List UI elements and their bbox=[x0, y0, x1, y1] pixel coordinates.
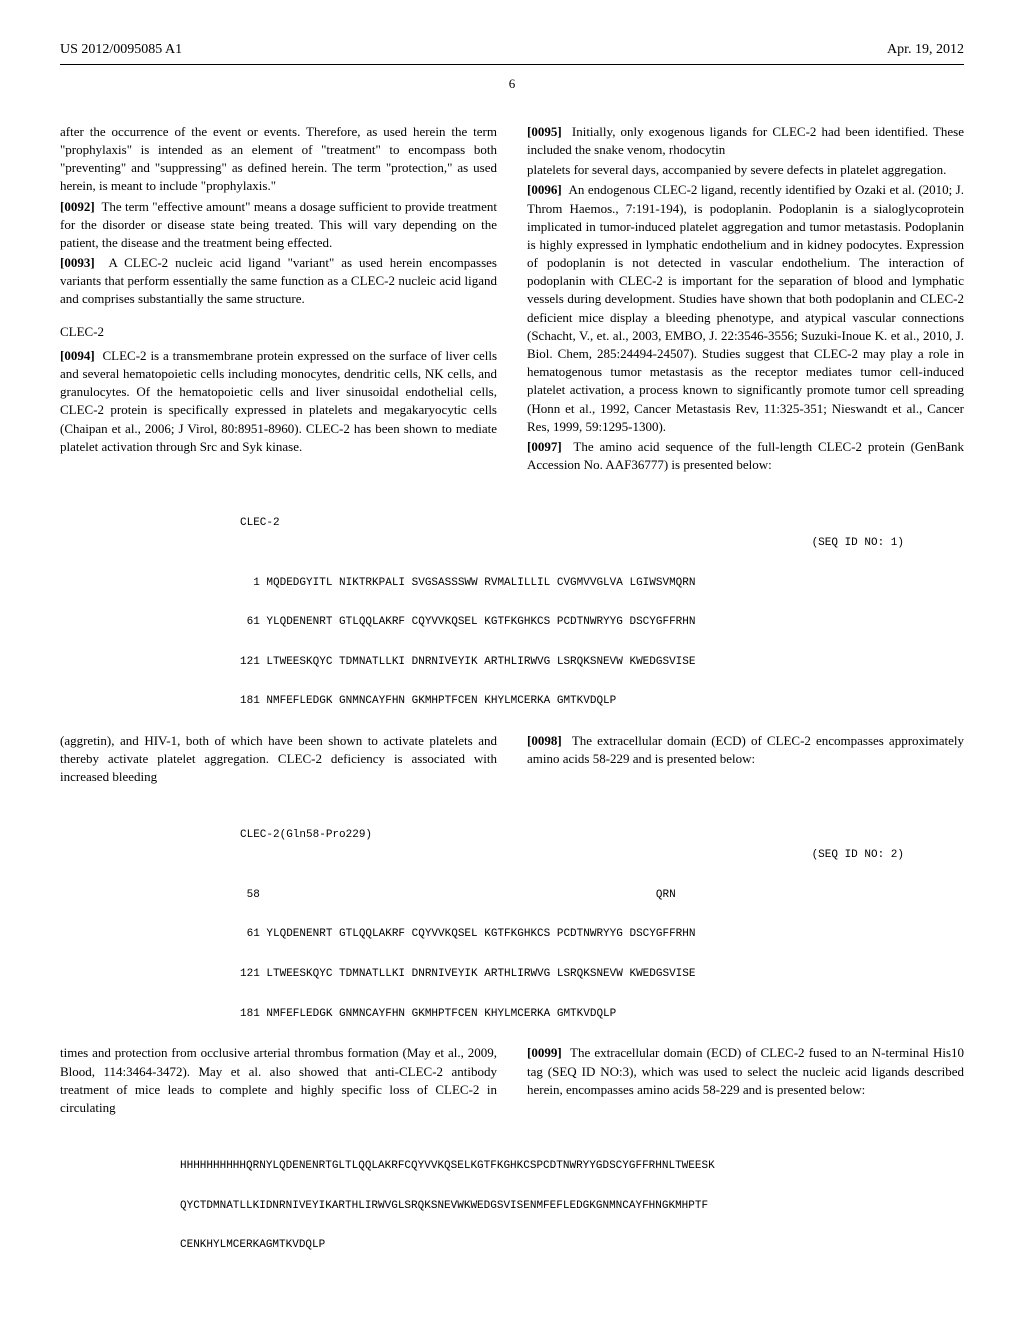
para-num-0093: [0093] bbox=[60, 255, 95, 270]
para-num-0097: [0097] bbox=[527, 439, 562, 454]
para-0092: [0092] The term "effective amount" means… bbox=[60, 198, 497, 253]
seq1-title: CLEC-2 bbox=[240, 517, 280, 529]
page-header: US 2012/0095085 A1 Apr. 19, 2012 bbox=[60, 40, 964, 65]
seq1-line-0: 1 MQDEDGYITL NIKTRKPALI SVGSASSSWW RVMAL… bbox=[240, 577, 695, 589]
seq2-id: (SEQ ID NO: 2) bbox=[240, 846, 964, 866]
seq3-line-1: QYCTDMNATLLKIDNRNIVEYIKARTHLIRWVGLSRQKSN… bbox=[180, 1200, 708, 1212]
seq2-line-2: 121 LTWEESKQYC TDMNATLLKI DNRNIVEYIK ART… bbox=[240, 968, 695, 980]
seq2-line-0: 58 QRN bbox=[240, 889, 676, 901]
sequence-1: CLEC-2 (SEQ ID NO: 1) 1 MQDEDGYITL NIKTR… bbox=[60, 494, 964, 712]
seq2-title: CLEC-2(Gln58-Pro229) bbox=[240, 829, 372, 841]
para-0098: [0098] The extracellular domain (ECD) of… bbox=[527, 732, 964, 768]
para-num-0099: [0099] bbox=[527, 1045, 562, 1060]
seq2-line-3: 181 NMFEFLEDGK GNMNCAYFHN GKMHPTFCEN KHY… bbox=[240, 1008, 616, 1020]
para-num-0098: [0098] bbox=[527, 733, 562, 748]
para-0096: [0096] An endogenous CLEC-2 ligand, rece… bbox=[527, 181, 964, 436]
between-2: times and protection from occlusive arte… bbox=[60, 1044, 964, 1117]
seq2-line-1: 61 YLQDENENRT GTLQQLAKRF CQYVVKQSEL KGTF… bbox=[240, 928, 695, 940]
publication-number: US 2012/0095085 A1 bbox=[60, 40, 182, 60]
heading-clec2: CLEC-2 bbox=[60, 323, 497, 341]
sequence-3: HHHHHHHHHHQRNYLQDENENRTGLTLQQLAKRFCQYVVK… bbox=[60, 1137, 964, 1256]
page-number: 6 bbox=[60, 75, 964, 93]
top-columns: after the occurrence of the event or eve… bbox=[60, 123, 964, 475]
para-0097-text: The amino acid sequence of the full-leng… bbox=[527, 439, 964, 472]
seq1-line-1: 61 YLQDENENRT GTLQQLAKRF CQYVVKQSEL KGTF… bbox=[240, 616, 695, 628]
sequence-2: CLEC-2(Gln58-Pro229) (SEQ ID NO: 2) 58 Q… bbox=[60, 807, 964, 1025]
between-1: (aggretin), and HIV-1, both of which hav… bbox=[60, 732, 964, 787]
between2-left: times and protection from occlusive arte… bbox=[60, 1044, 497, 1117]
para-0094: [0094] CLEC-2 is a transmembrane protein… bbox=[60, 347, 497, 456]
para-num-0096: [0096] bbox=[527, 182, 562, 197]
para-num-0092: [0092] bbox=[60, 199, 95, 214]
para-0093-text: A CLEC-2 nucleic acid ligand "variant" a… bbox=[60, 255, 497, 306]
col2-top: platelets for several days, accompanied … bbox=[527, 161, 964, 179]
para-0098-text: The extracellular domain (ECD) of CLEC-2… bbox=[527, 733, 964, 766]
seq1-id: (SEQ ID NO: 1) bbox=[240, 534, 964, 554]
para-continuation-1: after the occurrence of the event or eve… bbox=[60, 123, 497, 196]
para-num-0095: [0095] bbox=[527, 124, 562, 139]
para-0096-text: An endogenous CLEC-2 ligand, recently id… bbox=[527, 182, 964, 433]
para-0097: [0097] The amino acid sequence of the fu… bbox=[527, 438, 964, 474]
seq3-line-0: HHHHHHHHHHQRNYLQDENENRTGLTLQQLAKRFCQYVVK… bbox=[180, 1160, 715, 1172]
publication-date: Apr. 19, 2012 bbox=[887, 40, 964, 60]
para-0093: [0093] A CLEC-2 nucleic acid ligand "var… bbox=[60, 254, 497, 309]
seq1-line-3: 181 NMFEFLEDGK GNMNCAYFHN GKMHPTFCEN KHY… bbox=[240, 695, 616, 707]
seq1-line-2: 121 LTWEESKQYC TDMNATLLKI DNRNIVEYIK ART… bbox=[240, 656, 695, 668]
seq3-line-2: CENKHYLMCERKAGMTKVDQLP bbox=[180, 1239, 325, 1251]
para-0094-text: CLEC-2 is a transmembrane protein expres… bbox=[60, 348, 497, 454]
para-0092-text: The term "effective amount" means a dosa… bbox=[60, 199, 497, 250]
between1-left: (aggretin), and HIV-1, both of which hav… bbox=[60, 732, 497, 787]
para-0099: [0099] The extracellular domain (ECD) of… bbox=[527, 1044, 964, 1099]
para-0095-text: Initially, only exogenous ligands for CL… bbox=[527, 124, 964, 157]
para-0099-text: The extracellular domain (ECD) of CLEC-2… bbox=[527, 1045, 964, 1096]
para-num-0094: [0094] bbox=[60, 348, 95, 363]
para-0095: [0095] Initially, only exogenous ligands… bbox=[527, 123, 964, 159]
